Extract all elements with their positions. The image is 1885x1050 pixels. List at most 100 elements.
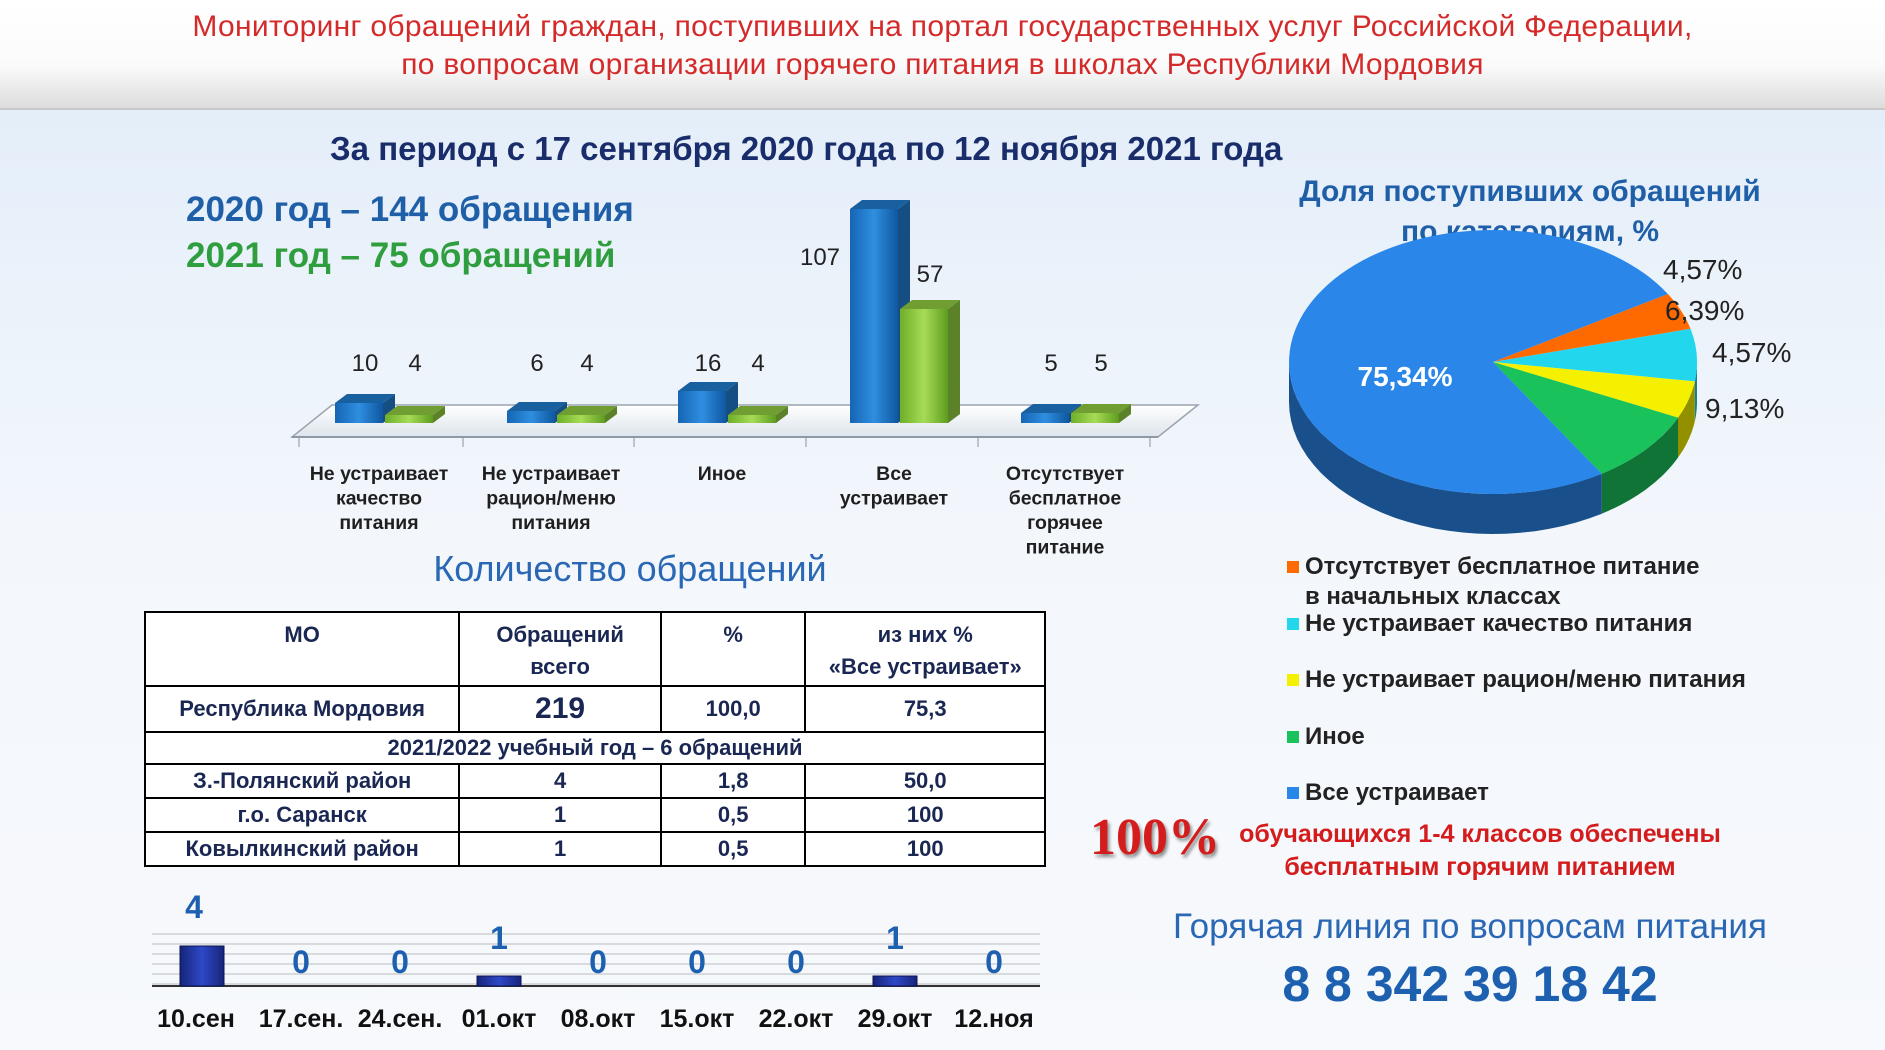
- legend-label: Не устраивает качество питания: [1305, 610, 1693, 637]
- table-header-satisfied: из них % «Все устраивает»: [804, 611, 1046, 687]
- x-tick-label: 22.окт: [759, 1005, 834, 1033]
- bar: [1071, 413, 1119, 423]
- data-label: 1: [886, 920, 904, 956]
- bar-top: [507, 402, 567, 411]
- category-label: Отсутствует: [1006, 463, 1124, 485]
- pie-slice: [1493, 328, 1698, 382]
- x-tick-label: 08.окт: [561, 1005, 636, 1033]
- bar-top: [1071, 404, 1131, 413]
- table-cell: 219: [458, 685, 662, 733]
- table-cell: 75,3: [804, 685, 1046, 733]
- table-section-row: 2021/2022 учебный год – 6 обращений: [144, 731, 1046, 765]
- data-label: 0: [688, 944, 706, 980]
- data-label: 5: [1044, 350, 1057, 377]
- legend-label: Не устраивает рацион/меню питания: [1305, 666, 1746, 693]
- table-cell: З.-Полянский район: [143, 763, 461, 799]
- data-label: 4: [580, 350, 593, 377]
- category-label: питания: [511, 512, 590, 534]
- pie-value-label: 6,39%: [1665, 295, 1744, 326]
- legend-label: Все устраивает: [1305, 779, 1489, 806]
- x-tick-label: 17.сен.: [259, 1005, 344, 1033]
- bar: [557, 415, 605, 423]
- mo-table: МО Обращений всего % из них % «Все устраив…: [143, 611, 1046, 867]
- bar: [385, 415, 433, 423]
- x-tick-label: 01.окт: [462, 1005, 537, 1033]
- table-cell: Ковылкинский район: [143, 831, 461, 867]
- table-cell: 0,5: [659, 831, 807, 867]
- category-label: устраивает: [840, 488, 948, 510]
- table-header-row: МО Обращений всего % из них % «Все устраив…: [143, 611, 1046, 687]
- table-section-label: 2021/2022 учебный год – 6 обращений: [144, 731, 1046, 765]
- legend-item: Отсутствует бесплатное питание в начальн…: [1287, 552, 1700, 612]
- pie-title-line1: Доля поступивших обращений: [1299, 175, 1761, 208]
- x-tick-label: 12.ноя: [954, 1005, 1033, 1033]
- bar-top: [728, 406, 788, 415]
- table-header-total-line1: Обращений: [496, 622, 624, 647]
- pie-value-label: 4,57%: [1712, 337, 1791, 368]
- legend-swatch: [1287, 674, 1299, 686]
- table-cell: 100: [804, 797, 1046, 833]
- header: Мониторинг обращений граждан, поступивши…: [0, 0, 1885, 110]
- bar-side: [605, 406, 617, 423]
- table-header-total: Обращений всего: [458, 611, 662, 687]
- pie-slice-side: [1694, 362, 1697, 422]
- table-cell: 100: [804, 831, 1046, 867]
- pie-slice-side: [1678, 381, 1695, 458]
- data-label: 4: [408, 350, 421, 377]
- period-title: За период с 17 сентября 2020 года по 12 …: [330, 130, 1283, 167]
- legend-item: Не устраивает рацион/меню питания: [1287, 665, 1746, 695]
- table-header-mo: МО: [143, 611, 461, 687]
- legend-swatch: [1287, 618, 1299, 630]
- data-label: 4: [751, 350, 764, 377]
- table-row: г.о. Саранск 1 0,5 100: [143, 797, 1046, 833]
- data-label: 16: [695, 350, 722, 377]
- header-title-line2: по вопросам организации горячего питания…: [401, 48, 1484, 81]
- category-label: питание: [1026, 537, 1105, 559]
- promo-100-percent: 100%: [1090, 809, 1220, 866]
- category-label: Не устраивает: [310, 463, 449, 485]
- count-title: Количество обращений: [433, 548, 827, 589]
- bar-top: [1021, 404, 1081, 413]
- table-header-total-line2: всего: [530, 654, 590, 679]
- bar: [179, 945, 225, 987]
- category-label: Не устраивает: [482, 463, 621, 485]
- data-label: 0: [787, 944, 805, 980]
- data-label: 0: [985, 944, 1003, 980]
- table-cell: 50,0: [804, 763, 1046, 799]
- pie-value-label: 75,34%: [1358, 361, 1453, 392]
- data-label: 0: [589, 944, 607, 980]
- bar-top: [385, 406, 445, 415]
- table-cell: 0,5: [659, 797, 807, 833]
- pie-slice: [1289, 230, 1668, 495]
- bar: [678, 391, 726, 423]
- bar: [1021, 413, 1069, 423]
- category-label: качество: [336, 488, 422, 510]
- legend-item: Все устраивает: [1287, 778, 1489, 808]
- legend-swatch: [1287, 561, 1299, 573]
- category-label: питания: [339, 512, 418, 534]
- data-label: 1: [490, 920, 508, 956]
- bar: [476, 975, 522, 987]
- legend-swatch: [1287, 731, 1299, 743]
- table-header-percent: %: [659, 611, 807, 687]
- table-cell: 1,8: [659, 763, 807, 799]
- data-label: 4: [185, 889, 203, 925]
- bar: [728, 415, 776, 423]
- data-label: 57: [917, 261, 944, 288]
- bar: [850, 209, 898, 423]
- weekly-bar-chart: 4 10.сен 0 17.сен. 0 24.сен. 1 01.окт 0 08.окт 0 15…: [152, 889, 1040, 1033]
- stat-2021: 2021 год – 75 обращений: [186, 236, 616, 275]
- category-pie-chart: 4,57% 6,39% 4,57% 9,13% 75,34%: [1289, 230, 1791, 534]
- bar-top: [557, 406, 617, 415]
- legend-label: Отсутствует бесплатное питание: [1305, 553, 1700, 580]
- table-row: Ковылкинский район 1 0,5 100: [143, 831, 1046, 867]
- pie-slice: [1493, 294, 1691, 362]
- table-row: З.-Полянский район 4 1,8 50,0: [143, 763, 1046, 799]
- data-label: 6: [530, 350, 543, 377]
- x-tick-label: 10.сен: [157, 1005, 235, 1033]
- bar-side: [1119, 404, 1131, 423]
- bar-side: [776, 406, 788, 423]
- table-cell: Республика Мордовия: [143, 685, 461, 733]
- category-label: Все: [876, 463, 912, 485]
